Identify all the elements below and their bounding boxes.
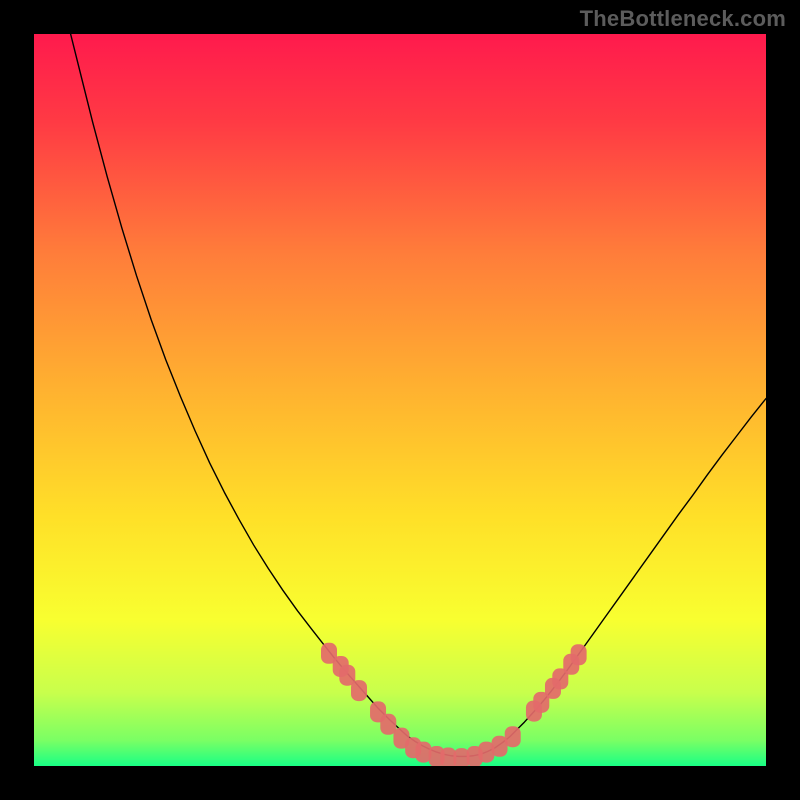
data-marker [380,714,396,735]
gradient-background [34,34,766,766]
watermark-text: TheBottleneck.com [580,6,786,32]
data-marker [351,680,367,701]
data-marker [505,726,521,747]
plot-svg [34,34,766,766]
chart-frame: TheBottleneck.com [0,0,800,800]
data-marker [571,644,587,665]
plot-area [34,34,766,766]
